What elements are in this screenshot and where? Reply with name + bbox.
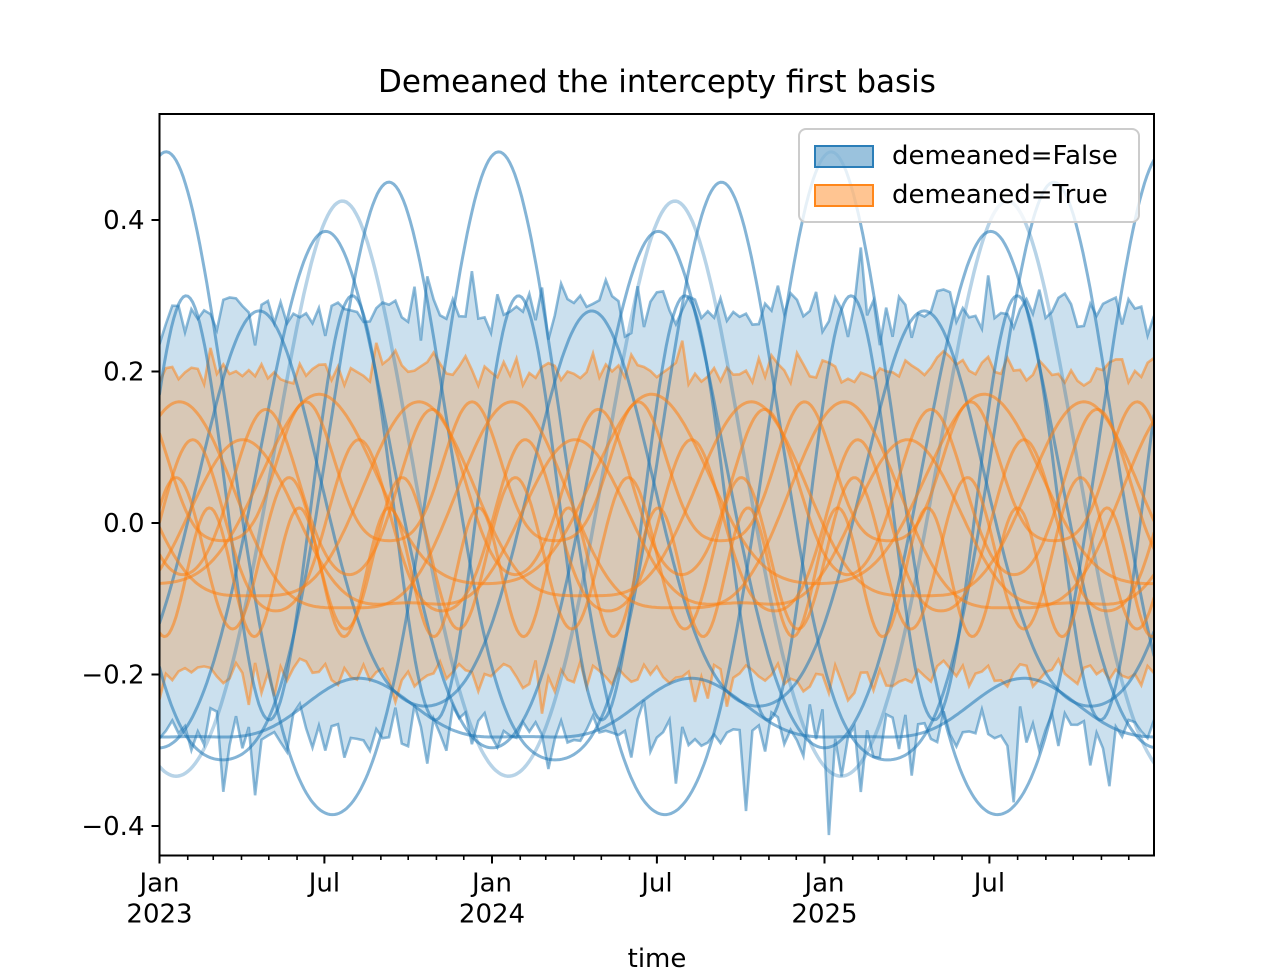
curve-4 <box>159 309 1154 708</box>
band-bottom-edge-demeaned-true <box>159 656 1154 714</box>
curve-7 <box>159 400 1154 610</box>
curve-2 <box>159 229 1154 750</box>
legend-item-demeaned-false: demeaned=False <box>814 141 1124 171</box>
curve-1 <box>159 180 1154 762</box>
curve-9 <box>159 438 1154 613</box>
x-tick-label: Jul <box>639 869 672 899</box>
y-tick-label: 0.0 <box>103 509 144 539</box>
legend-label-demeaned-true: demeaned=True <box>892 180 1108 210</box>
curve-0 <box>159 150 1154 817</box>
band-demeaned-false <box>159 247 1154 835</box>
curve-13 <box>159 438 1154 606</box>
x-tick-label: Jan 2024 <box>459 869 525 930</box>
curve-6 <box>159 294 1154 722</box>
curve-5 <box>159 676 1154 739</box>
band-top-edge-demeaned-true <box>159 340 1154 390</box>
legend-item-demeaned-true: demeaned=True <box>814 180 1124 210</box>
curve-14 <box>159 400 1154 543</box>
y-tick-label: −0.4 <box>81 812 144 842</box>
curve-3 <box>159 199 1154 778</box>
x-tick-label: Jul <box>307 869 340 899</box>
band-top-edge-demeaned-false <box>159 247 1154 346</box>
y-tick-label: 0.4 <box>103 206 144 236</box>
curve-15 <box>159 506 1154 639</box>
x-axis-label: time <box>627 944 687 974</box>
curve-8 <box>159 392 1154 586</box>
legend-swatch-demeaned-false-icon <box>814 144 874 168</box>
x-tick-label: Jan 2023 <box>126 869 192 930</box>
ticks-layer: 0.4 0.2 0.0 −0.2 −0.4 Jan 2023 Jul Jan 2024 Jul Jan… <box>81 206 1130 930</box>
chart-title: Demeaned the intercepty first basis <box>378 64 936 100</box>
curves-layer <box>159 150 1154 817</box>
band-bottom-edge-demeaned-false <box>159 699 1154 836</box>
legend-label-demeaned-false: demeaned=False <box>892 141 1118 171</box>
x-tick-label: Jul <box>972 869 1005 899</box>
x-tick-label: Jan 2025 <box>791 869 857 930</box>
legend: demeaned=False demeaned=True <box>798 128 1140 223</box>
y-tick-label: −0.2 <box>81 661 144 691</box>
y-tick-label: 0.2 <box>103 358 144 388</box>
legend-swatch-demeaned-true-icon <box>814 183 874 207</box>
